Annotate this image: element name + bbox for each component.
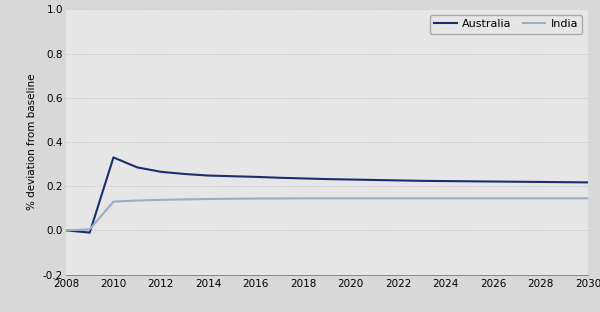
Australia	[490, 180, 497, 183]
Australia	[157, 170, 164, 174]
Australia	[371, 178, 378, 182]
India	[513, 197, 520, 200]
India	[442, 197, 449, 200]
India	[205, 197, 212, 201]
Y-axis label: % deviation from baseline: % deviation from baseline	[28, 74, 37, 210]
Australia	[442, 179, 449, 183]
Australia	[134, 165, 141, 169]
Legend: Australia, India: Australia, India	[430, 15, 583, 34]
Australia	[299, 177, 307, 180]
Line: Australia: Australia	[66, 158, 588, 232]
Australia	[537, 180, 544, 184]
India	[466, 197, 473, 200]
Australia	[110, 156, 117, 159]
Australia	[395, 178, 402, 182]
India	[323, 197, 331, 200]
India	[299, 197, 307, 200]
Australia	[560, 180, 568, 184]
Australia	[181, 172, 188, 176]
Australia	[323, 177, 331, 181]
India	[371, 197, 378, 200]
Australia	[347, 178, 355, 181]
India	[560, 197, 568, 200]
India	[418, 197, 425, 200]
India	[537, 197, 544, 200]
Australia	[276, 176, 283, 180]
Australia	[252, 175, 259, 179]
India	[252, 197, 259, 200]
India	[62, 228, 70, 232]
India	[229, 197, 236, 201]
Line: India: India	[66, 198, 588, 230]
India	[276, 197, 283, 200]
Australia	[62, 228, 70, 232]
India	[86, 227, 94, 231]
India	[134, 199, 141, 202]
India	[110, 200, 117, 203]
India	[584, 197, 592, 200]
India	[181, 197, 188, 201]
Australia	[229, 174, 236, 178]
Australia	[86, 231, 94, 234]
Australia	[513, 180, 520, 183]
India	[395, 197, 402, 200]
Australia	[584, 181, 592, 184]
Australia	[466, 179, 473, 183]
Australia	[205, 174, 212, 178]
India	[347, 197, 355, 200]
India	[157, 198, 164, 202]
Australia	[418, 179, 425, 183]
India	[490, 197, 497, 200]
